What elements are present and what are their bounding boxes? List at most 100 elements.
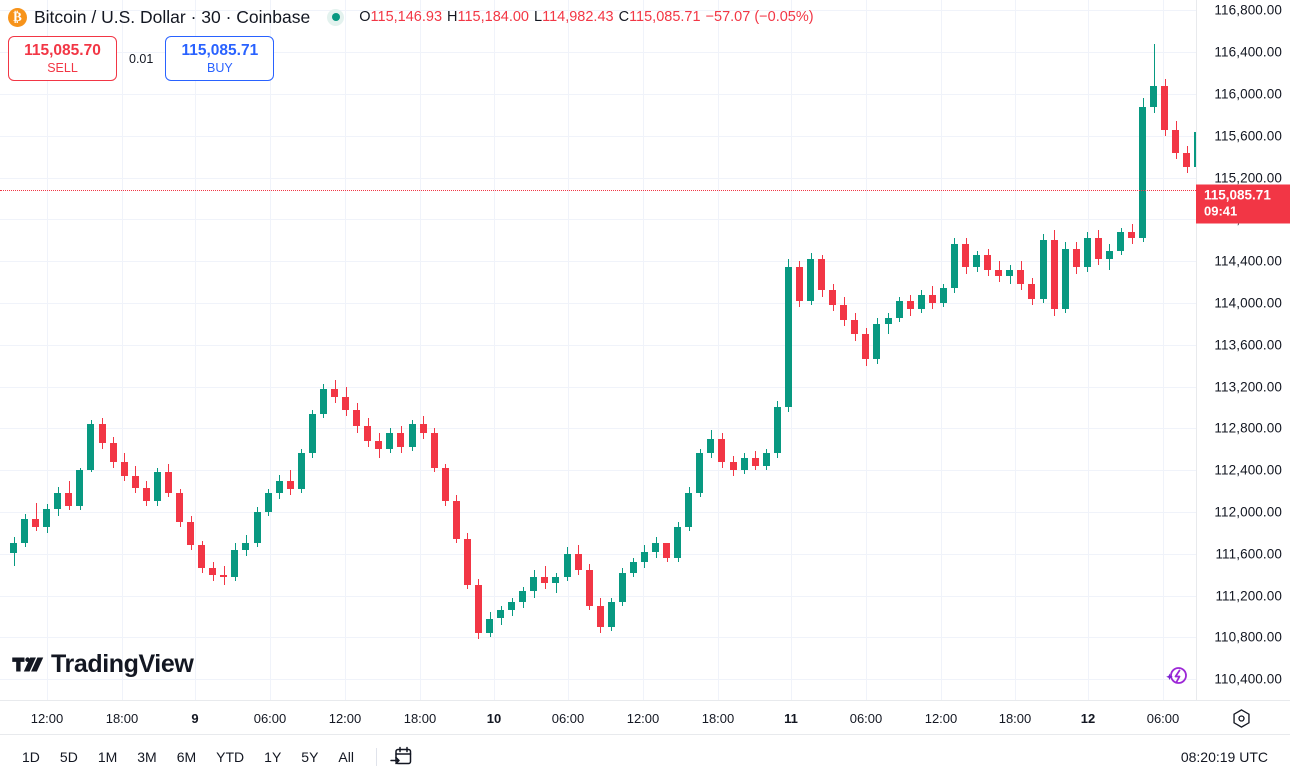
candle-body xyxy=(342,397,350,410)
price-tick-label: 110,400.00 xyxy=(1214,671,1282,687)
candle-body xyxy=(740,457,748,471)
candle-body xyxy=(674,526,682,558)
range-button-all[interactable]: All xyxy=(338,748,354,765)
candle-body xyxy=(1150,85,1158,107)
range-button-6m[interactable]: 6M xyxy=(176,748,197,765)
ai-sparkle-icon[interactable] xyxy=(1164,663,1190,689)
candle-body xyxy=(32,519,40,527)
gridline-horizontal xyxy=(0,553,1196,555)
candle-body xyxy=(164,472,172,494)
range-button-5y[interactable]: 5Y xyxy=(301,748,319,765)
chart-clock: 08:20:19 UTC xyxy=(1180,748,1268,765)
price-tick-label: 111,600.00 xyxy=(1215,546,1282,562)
candle-body xyxy=(751,457,759,466)
candle-body xyxy=(906,300,914,310)
range-button-1d[interactable]: 1D xyxy=(22,748,40,765)
order-quantity[interactable]: 0.01 xyxy=(129,51,154,66)
price-tick-label: 112,800.00 xyxy=(1214,420,1282,436)
candle-body xyxy=(995,269,1003,276)
candle-body xyxy=(1006,269,1014,276)
candle-body xyxy=(729,461,737,471)
candle-body xyxy=(408,424,416,448)
buy-price: 115,085.71 xyxy=(181,42,259,59)
time-tick-label: 18:00 xyxy=(105,711,139,726)
gridline-vertical xyxy=(1088,0,1089,700)
gridline-vertical xyxy=(718,0,719,700)
time-tick-label: 06:00 xyxy=(1146,711,1180,726)
ohlc-close-label: C xyxy=(618,9,630,25)
snap-to-realtime-icon[interactable] xyxy=(1231,708,1252,729)
price-tick-label: 115,200.00 xyxy=(1214,170,1282,186)
gridline-vertical xyxy=(122,0,123,700)
candle-body xyxy=(176,493,184,523)
gridline-horizontal xyxy=(0,261,1196,263)
candle-body xyxy=(1083,238,1091,268)
chart-plot-area[interactable] xyxy=(0,0,1196,700)
series-status-dot xyxy=(327,8,345,26)
time-tick-label: 18:00 xyxy=(998,711,1032,726)
candle-body xyxy=(253,511,261,544)
candle-body xyxy=(1161,85,1169,130)
gridline-horizontal xyxy=(0,302,1196,304)
candle-body xyxy=(962,244,970,268)
time-tick-label: 18:00 xyxy=(403,711,437,726)
gridline-vertical xyxy=(494,0,495,700)
sell-price: 115,085.70 xyxy=(24,42,101,59)
candle-body xyxy=(718,438,726,462)
ohlc-low-value: 114,982.43 xyxy=(542,9,614,25)
time-tick-label: 12:00 xyxy=(924,711,958,726)
candle-wick xyxy=(36,502,37,531)
candle-body xyxy=(762,453,770,466)
candle-body xyxy=(98,424,106,443)
trade-buttons: 115,085.70 SELL 0.01 115,085.71 BUY xyxy=(8,36,814,82)
candle-body xyxy=(795,267,803,301)
toolbar-divider xyxy=(375,747,377,766)
candle-body xyxy=(54,493,62,509)
ohlc-low-label: L xyxy=(534,9,543,25)
ohlc-values: O115,146.93 H115,184.00 L114,982.43 C115,08… xyxy=(359,9,813,25)
candle-body xyxy=(652,543,660,552)
candle-body xyxy=(840,305,848,320)
candle-body xyxy=(607,601,615,627)
price-tick-label: 115,600.00 xyxy=(1214,128,1282,144)
candle-body xyxy=(286,480,294,489)
tradingview-branding: TradingView xyxy=(12,650,194,679)
candle-body xyxy=(585,570,593,606)
price-axis[interactable]: 116,800.00 116,400.00 116,000.00 115,600.00… xyxy=(1196,0,1290,700)
candle-body xyxy=(596,605,604,627)
ohlc-close-value: 115,085.71 xyxy=(629,9,701,25)
candle-body xyxy=(640,551,648,563)
candle-body xyxy=(297,453,305,489)
range-button-3m[interactable]: 3M xyxy=(137,748,157,765)
candle-body xyxy=(563,553,571,577)
range-button-1m[interactable]: 1M xyxy=(97,748,118,765)
time-axis[interactable]: 12:00 18:00 9 06:00 12:00 18:00 10 06:00 12:00 18… xyxy=(0,700,1290,735)
buy-button[interactable]: 115,085.71 BUY xyxy=(165,36,275,82)
candle-body xyxy=(884,317,892,324)
candle-body xyxy=(984,254,992,270)
range-button-1y[interactable]: 1Y xyxy=(264,748,282,765)
candle-body xyxy=(1028,284,1036,299)
tradingview-logo xyxy=(12,657,44,672)
symbol-title[interactable]: Bitcoin / U.S. Dollar · 30 · Coinbase xyxy=(34,6,311,27)
sell-button[interactable]: 115,085.70 SELL xyxy=(8,36,117,82)
candle-body xyxy=(353,409,361,427)
range-button-5d[interactable]: 5D xyxy=(59,748,78,765)
gridline-horizontal xyxy=(0,344,1196,346)
range-button-ytd[interactable]: YTD xyxy=(216,748,245,765)
gridline-vertical xyxy=(1163,0,1164,700)
time-tick-label: 9 xyxy=(191,711,199,726)
gridline-horizontal xyxy=(0,511,1196,513)
candle-body xyxy=(131,476,139,488)
candle-body xyxy=(264,493,272,512)
current-price-value: 115,085.71 xyxy=(1204,187,1271,203)
candle-body xyxy=(43,508,51,527)
price-tick-label: 111,200.00 xyxy=(1215,588,1282,604)
gridline-vertical xyxy=(1015,0,1016,700)
gridline-horizontal xyxy=(0,470,1196,472)
gridline-vertical xyxy=(47,0,48,700)
candle-body xyxy=(939,288,947,303)
gridline-horizontal xyxy=(0,637,1196,639)
candle-body xyxy=(618,572,626,602)
calendar-goto-icon[interactable] xyxy=(389,746,413,768)
